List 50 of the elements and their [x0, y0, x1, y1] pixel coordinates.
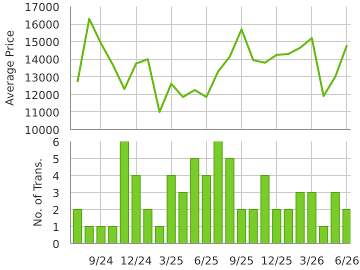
line-series: [76, 18, 348, 113]
x-tick-label: 6/26: [334, 254, 360, 268]
x-tick-label: 9/25: [229, 254, 254, 268]
x-tick-label: 9/24: [88, 254, 114, 268]
bar: [330, 192, 340, 244]
bar: [178, 192, 188, 244]
bar: [296, 192, 305, 244]
y-tick-label: 15000: [24, 36, 60, 50]
x-tick-label: 3/25: [158, 254, 184, 268]
bar: [84, 226, 94, 244]
bar: [248, 209, 258, 244]
bar: [260, 175, 270, 244]
bar: [143, 209, 152, 244]
x-tick-label: 12/25: [260, 254, 293, 268]
y-axis-title: No. of Trans.: [32, 158, 44, 227]
bar: [154, 226, 164, 244]
y-tick-label: 14000: [24, 54, 60, 67]
bar: [214, 142, 223, 244]
y-tick-label: 3: [52, 187, 60, 200]
y-tick-label: 6: [52, 136, 60, 149]
x-tick-label: 12/24: [120, 254, 152, 268]
y-tick-label: 13000: [24, 71, 60, 84]
x-tick-label: 3/26: [299, 254, 324, 268]
y-tick-label: 4: [52, 170, 60, 183]
y-tick-label: 1: [52, 221, 60, 234]
bar: [190, 158, 200, 244]
y-tick-label: 5: [52, 153, 60, 166]
bar: [342, 209, 350, 244]
bar: [284, 209, 294, 244]
y-tick-label: 16000: [24, 18, 60, 32]
y-tick-label: 17000: [24, 1, 60, 14]
bar: [96, 226, 106, 244]
bar: [108, 226, 118, 244]
bar: [132, 175, 141, 244]
bar: [202, 175, 211, 244]
bar: [318, 226, 328, 244]
y-tick-label: 0: [52, 238, 60, 251]
y-tick-label: 12000: [24, 88, 60, 102]
bar: [225, 158, 234, 244]
y-axis-title: Average Price: [4, 30, 17, 106]
bar: [72, 209, 82, 244]
bar: [272, 209, 282, 244]
bar: [236, 209, 246, 244]
x-tick-label: 6/25: [194, 254, 219, 268]
bar: [166, 175, 176, 244]
y-tick-label: 11000: [24, 106, 60, 120]
bar: [307, 192, 316, 244]
bar: [120, 142, 129, 244]
y-tick-label: 10000: [24, 124, 60, 137]
y-tick-label: 2: [52, 204, 60, 217]
